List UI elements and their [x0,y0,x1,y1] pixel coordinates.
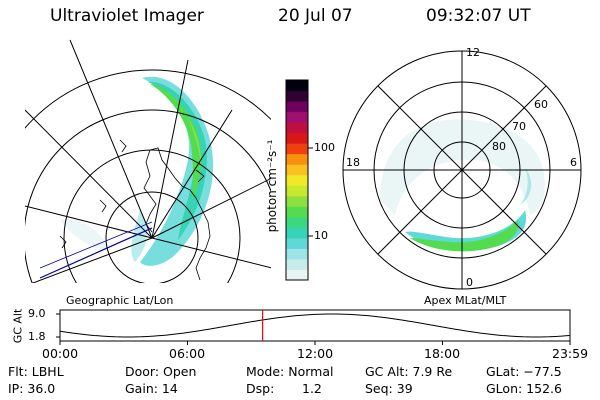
coastline [59,139,211,281]
info-ip: IP: 36.0 [8,381,56,396]
aurora-left [60,76,214,266]
info-mode: Mode: Normal [246,364,334,379]
color-scale-band [286,216,308,228]
mlt-map [342,50,582,290]
altitude-curve [59,313,571,338]
right-map-caption: Apex MLat/MLT [424,294,507,307]
color-scale-band [286,143,308,155]
alt-ytick-1.8: 1.8 [28,330,46,343]
color-scale-band [286,174,308,186]
info-door: Door: Open [125,364,197,379]
color-scale-band [286,206,308,218]
info-dsp-value: 1.2 [302,381,322,396]
colorbar-tick-10: 10 [314,229,328,242]
lat-label-80: 80 [492,140,506,153]
lat-label-70: 70 [512,120,526,133]
color-scale-band [286,258,308,270]
time-label: 09:32:07 UT [426,6,531,26]
color-scale-band [286,111,308,123]
altitude-plot [56,309,571,345]
info-gc-alt: GC Alt: 7.9 Re [365,364,453,379]
color-scale-band [286,153,308,165]
color-scale-band [286,164,308,176]
color-scale-band [286,195,308,207]
alt-xtick-2: 12:00 [297,346,334,361]
color-scale [286,80,308,281]
color-scale-band [286,101,308,113]
mlt-label-12: 12 [466,46,480,59]
color-scale-band [286,237,308,249]
info-dsp: Dsp: [246,381,275,396]
date-label: 20 Jul 07 [278,6,353,26]
color-scale-band [286,227,308,239]
alt-ytick-9: 9.0 [28,307,46,320]
colorbar-tick-100: 100 [314,141,335,154]
satellite-track [39,227,153,279]
mlt-label-6: 6 [570,156,577,169]
info-glon: GLon: 152.6 [486,381,562,396]
info-gain: Gain: 14 [125,381,178,396]
color-scale-band [286,185,308,197]
color-scale-band [286,80,308,92]
mlt-label-0: 0 [466,276,473,289]
colorbar-label: photon cm⁻²s⁻¹ [265,139,279,233]
alt-xtick-0: 00:00 [42,346,79,361]
info-seq: Seq: 39 [365,381,413,396]
info-filter: Flt: LBHL [8,364,64,379]
geographic-map [25,39,271,283]
info-glat: GLat: −77.5 [486,364,562,379]
alt-xtick-1: 06:00 [169,346,206,361]
color-scale-band [286,269,308,281]
lat-label-60: 60 [534,98,548,111]
color-scale-band [286,132,308,144]
color-scale-border [285,79,309,281]
color-scale-band [286,122,308,134]
alt-ylabel: GC Alt [11,308,25,344]
aurora-right [380,119,545,252]
left-map-caption: Geographic Lat/Lon [66,294,174,307]
color-scale-band [286,90,308,102]
instrument-title: Ultraviolet Imager [50,6,204,26]
alt-xtick-3: 18:00 [424,346,461,361]
color-scale-band [286,248,308,260]
alt-xtick-4: 23:59 [552,346,589,361]
mlt-label-18: 18 [346,156,360,169]
